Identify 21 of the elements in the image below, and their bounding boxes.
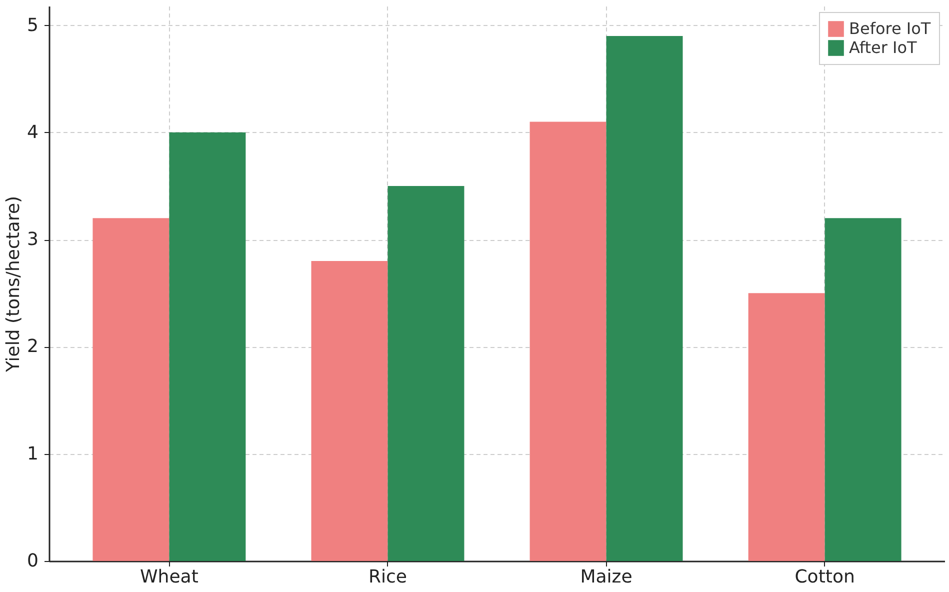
x-tick-label: Wheat	[140, 566, 198, 588]
bar	[530, 122, 606, 561]
bar	[606, 36, 683, 561]
bar	[169, 132, 246, 561]
bar	[748, 293, 825, 561]
y-tick-label: 3	[27, 229, 38, 250]
y-tick-label: 4	[27, 122, 38, 143]
x-tick-label: Rice	[368, 566, 407, 588]
y-tick-label: 2	[27, 336, 38, 358]
y-tick-label: 0	[27, 550, 38, 572]
bar	[388, 186, 464, 561]
y-axis-title: Yield (tons/hectare)	[3, 196, 24, 374]
bar	[311, 261, 388, 561]
legend-label: Before IoT	[849, 19, 931, 38]
legend-label: After IoT	[849, 38, 918, 57]
y-tick-label: 1	[27, 443, 38, 464]
x-tick-label: Maize	[580, 566, 632, 588]
bar	[824, 218, 902, 561]
x-tick-label: Cotton	[794, 566, 855, 588]
bar	[92, 218, 170, 561]
y-tick-label: 5	[27, 14, 38, 36]
